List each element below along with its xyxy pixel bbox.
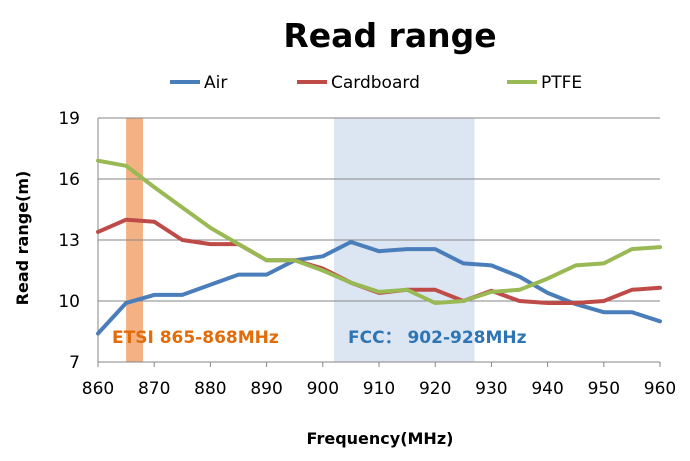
legend-label-air: Air <box>204 73 227 93</box>
legend-label-cardboard: Cardboard <box>331 73 420 93</box>
chart-title: Read range <box>283 16 496 55</box>
band-label-0: ETSI 865-868MHz <box>112 328 279 348</box>
x-tick-label-8: 940 <box>531 379 563 399</box>
y-tick-label-1: 10 <box>58 292 80 312</box>
legend: Air Cardboard PTFE <box>170 73 582 93</box>
y-tick-label-2: 13 <box>58 231 80 251</box>
axes: 7 10 13 16 19 860 870 880 890 900 910 920 930 940 950 9… <box>58 109 676 399</box>
x-tick-label-3: 890 <box>250 379 282 399</box>
x-axis-label: Frequency(MHz) <box>307 429 454 448</box>
series-lines <box>96 158 662 336</box>
series-line-ptfe <box>96 158 662 305</box>
legend-label-ptfe: PTFE <box>541 73 582 93</box>
x-tick-label-0: 860 <box>82 379 114 399</box>
x-tick-label-10: 960 <box>644 379 676 399</box>
x-tick-label-1: 870 <box>138 379 170 399</box>
band-label-1: FCC： 902-928MHz <box>348 328 527 348</box>
x-tick-label-9: 950 <box>588 379 620 399</box>
x-tick-label-2: 880 <box>194 379 226 399</box>
y-axis-label: Read range(m) <box>13 171 32 306</box>
x-tick-label-6: 920 <box>419 379 451 399</box>
y-tick-label-4: 19 <box>58 109 80 129</box>
y-tick-label-3: 16 <box>58 170 80 190</box>
x-tick-label-4: 900 <box>307 379 339 399</box>
series-line-air <box>96 240 662 336</box>
x-tick-label-5: 910 <box>363 379 395 399</box>
x-tick-label-7: 930 <box>475 379 507 399</box>
y-tick-label-0: 7 <box>69 353 80 373</box>
